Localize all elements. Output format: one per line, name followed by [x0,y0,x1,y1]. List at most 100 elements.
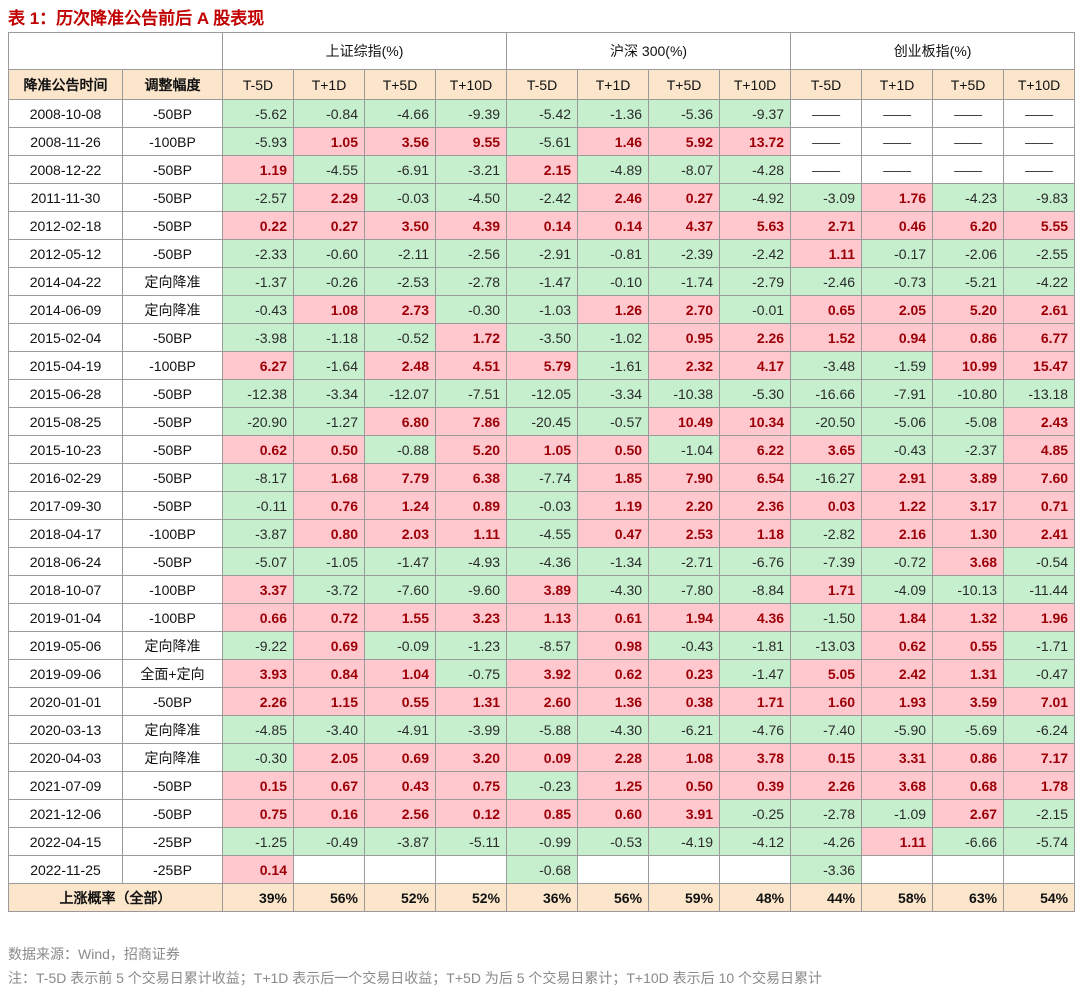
value-cell: -2.39 [648,239,721,268]
summary-value: 63% [932,883,1005,912]
data-row: 2008-10-08 -50BP -5.62 -0.84 -4.66 -9.39 -5.42… [8,99,1076,128]
value-cell: 7.79 [364,463,436,492]
value-cell: 1.11 [434,519,508,548]
value-cell: 1.19 [577,491,650,520]
value-cell: 2.71 [790,211,863,240]
value-cell: -4.12 [719,827,792,856]
column-header: T+5D [364,69,436,100]
adjustment-cell: -50BP [122,463,223,492]
value-cell: -0.09 [364,631,436,660]
column-header: T+1D [293,69,365,100]
value-cell: 2.29 [293,183,365,212]
empty-cell [1003,855,1076,884]
adjustment-cell: -50BP [122,799,223,828]
value-cell: -1.47 [506,267,579,296]
value-cell: 6.22 [719,435,792,464]
value-cell: -1.25 [222,827,294,856]
value-cell: 0.98 [577,631,650,660]
value-cell: -0.60 [293,239,365,268]
value-cell: -4.66 [364,99,436,128]
value-cell: 0.46 [861,211,934,240]
value-cell: -8.57 [506,631,579,660]
value-cell: 10.34 [719,407,792,436]
value-cell: 0.72 [293,603,365,632]
value-cell: -5.93 [222,127,294,156]
value-cell: -0.72 [861,547,934,576]
value-cell: -1.18 [293,323,365,352]
value-cell: -1.59 [861,351,934,380]
date-cell: 2014-04-22 [8,267,123,296]
value-cell: -1.37 [222,267,294,296]
value-cell: 0.67 [293,771,365,800]
value-cell: —— [1003,99,1076,128]
value-cell: 9.55 [434,127,508,156]
value-cell: 0.09 [506,743,579,772]
value-cell: -4.76 [719,715,792,744]
value-cell: -2.06 [932,239,1005,268]
value-cell: 3.89 [506,575,579,604]
value-cell: 2.73 [364,295,436,324]
adjustment-cell: 定向降准 [122,295,223,324]
value-cell: 4.37 [648,211,721,240]
value-cell: 2.53 [648,519,721,548]
data-row: 2019-09-06 全面+定向 3.93 0.84 1.04 -0.75 3.92 0.62… [8,659,1076,688]
value-cell: -4.36 [506,547,579,576]
value-cell: 7.86 [434,407,508,436]
value-cell: -4.55 [506,519,579,548]
value-cell: 2.26 [222,687,294,716]
value-cell: -3.36 [790,855,863,884]
value-cell: 0.75 [222,799,294,828]
value-cell: 4.85 [1003,435,1076,464]
value-cell: -7.91 [861,379,934,408]
value-cell: 0.14 [222,855,294,884]
value-cell: 1.71 [790,575,863,604]
value-cell: -2.78 [434,267,508,296]
empty-cell [861,855,934,884]
value-cell: -2.57 [222,183,294,212]
value-cell: 6.77 [1003,323,1076,352]
date-cell: 2015-02-04 [8,323,123,352]
value-cell: -2.82 [790,519,863,548]
data-row: 2020-03-13 定向降准 -4.85 -3.40 -4.91 -3.99 -5.88-… [8,715,1076,744]
value-cell: 2.03 [364,519,436,548]
value-cell: -7.39 [790,547,863,576]
value-cell: -20.45 [506,407,579,436]
summary-value: 58% [861,883,934,912]
date-cell: 2014-06-09 [8,295,123,324]
data-row: 2012-02-18 -50BP 0.22 0.27 3.50 4.39 0.14 0.14 4… [8,211,1076,240]
value-cell: 0.76 [293,491,365,520]
value-cell: -9.37 [719,99,792,128]
value-cell: —— [932,155,1005,184]
adjustment-cell: -50BP [122,771,223,800]
value-cell: -9.83 [1003,183,1076,212]
value-cell: 0.89 [434,491,508,520]
value-cell: -4.92 [719,183,792,212]
adjustment-cell: -50BP [122,323,223,352]
value-cell: -2.79 [719,267,792,296]
value-cell: -8.84 [719,575,792,604]
value-cell: 3.93 [222,659,294,688]
value-cell: -1.02 [577,323,650,352]
value-cell: -2.37 [932,435,1005,464]
footnote: 注：T-5D 表示前 5 个交易日累计收益；T+1D 表示后一个交易日收益；T+… [8,970,823,986]
value-cell: -4.30 [577,575,650,604]
value-cell: 2.67 [932,799,1005,828]
summary-value: 52% [364,883,436,912]
value-cell: -10.38 [648,379,721,408]
column-header: T+10D [434,69,508,100]
value-cell: 1.68 [293,463,365,492]
value-cell: 2.46 [577,183,650,212]
value-cell: 3.68 [932,547,1005,576]
data-row: 2018-06-24 -50BP -5.07 -1.05 -1.47 -4.93 -4.36… [8,547,1076,576]
value-cell: 6.54 [719,463,792,492]
adjustment-cell: -100BP [122,519,223,548]
value-cell: -0.43 [861,435,934,464]
value-cell: 1.94 [648,603,721,632]
adjustment-cell: 定向降准 [122,267,223,296]
value-cell: 0.60 [577,799,650,828]
value-cell: 1.32 [932,603,1005,632]
value-cell: -0.53 [577,827,650,856]
date-cell: 2018-04-17 [8,519,123,548]
value-cell: -5.74 [1003,827,1076,856]
value-cell: 0.14 [506,211,579,240]
